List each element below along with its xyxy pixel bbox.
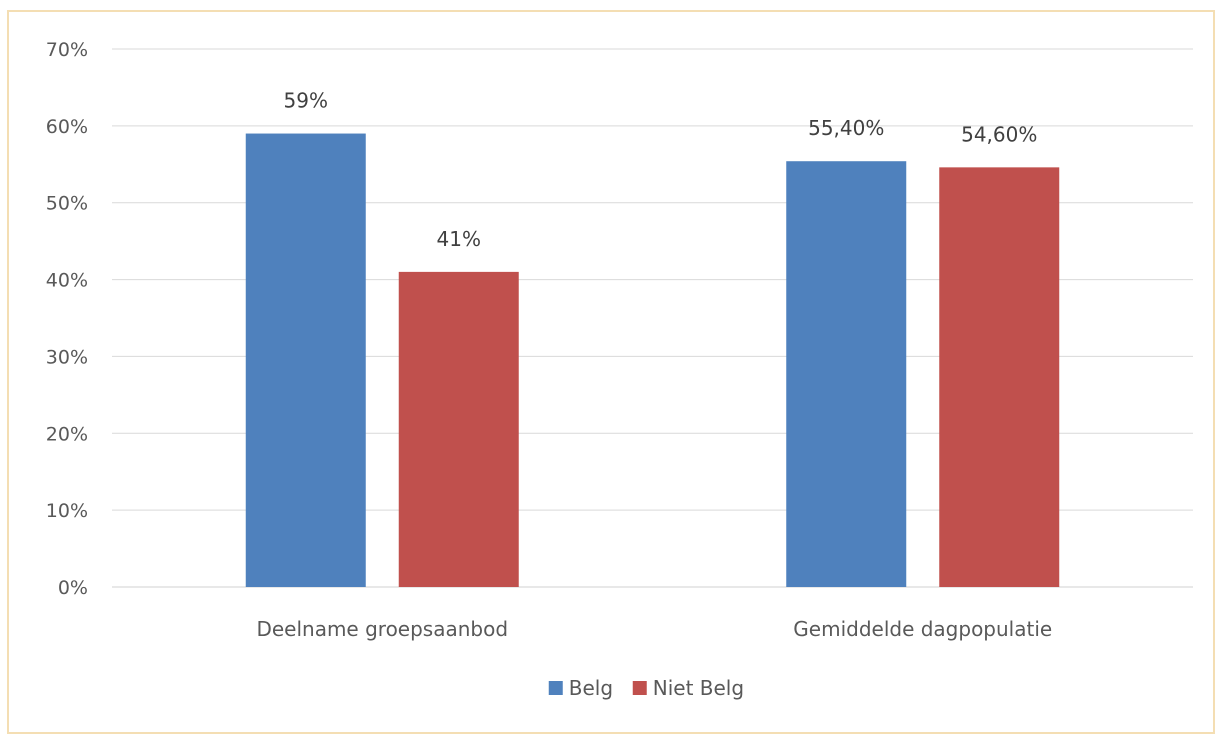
data-label: 41% <box>437 227 481 251</box>
data-label: 59% <box>284 89 328 113</box>
y-tick-label: 40% <box>46 270 88 292</box>
bar <box>786 161 907 587</box>
bar <box>245 133 366 588</box>
category-label: Deelname groepsaanbod <box>256 617 508 641</box>
legend-label: Niet Belg <box>653 676 744 700</box>
bar <box>398 271 519 587</box>
y-tick-label: 10% <box>46 500 88 522</box>
y-tick-label: 20% <box>46 423 88 445</box>
y-tick-label: 60% <box>46 116 88 138</box>
y-tick-label: 70% <box>46 39 88 61</box>
data-label: 54,60% <box>961 122 1037 146</box>
data-label: 55,40% <box>808 116 884 140</box>
legend-swatch <box>632 681 647 695</box>
y-tick-label: 30% <box>46 346 88 368</box>
bar <box>939 167 1060 588</box>
legend-label: Belg <box>569 676 613 700</box>
y-tick-label: 50% <box>46 193 88 215</box>
category-label: Gemiddelde dagpopulatie <box>793 617 1052 641</box>
legend-swatch <box>548 681 563 695</box>
y-tick-label: 0% <box>58 577 88 599</box>
